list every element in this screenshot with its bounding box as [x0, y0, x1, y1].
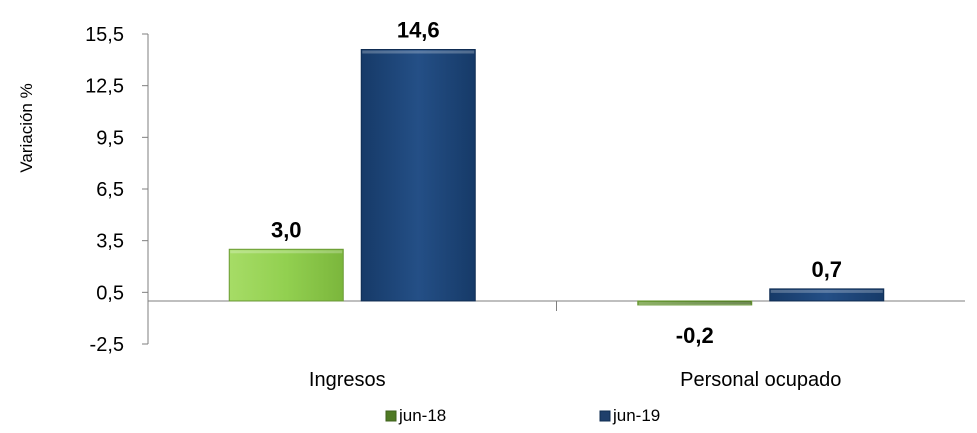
data-label: -0,2 [676, 323, 714, 348]
y-axis-title: Variación % [17, 83, 36, 172]
bar-jun-18-1 [637, 300, 753, 306]
y-tick-label: 0,5 [96, 282, 124, 304]
bar-jun-19-0 [360, 49, 476, 302]
data-label: 0,7 [811, 257, 842, 282]
y-tick-label: -2,5 [90, 334, 124, 356]
bar-highlight [770, 289, 883, 293]
legend: jun-18 jun-19 [385, 406, 660, 425]
bar-highlight [638, 301, 751, 305]
legend-swatch [599, 410, 611, 422]
bar-jun-19-1 [769, 288, 885, 302]
legend-swatch [385, 410, 397, 422]
legend-label: jun-19 [612, 406, 660, 425]
y-tick-label: 12,5 [85, 76, 124, 98]
bar-highlight [362, 50, 475, 54]
category-label: Ingresos [309, 369, 386, 391]
y-tick-label: 9,5 [96, 127, 124, 149]
data-label: 14,6 [397, 18, 440, 43]
axis-layer: -2,5 0,5 3,5 6,5 9,5 12,5 15,5 [85, 24, 965, 356]
bar-jun-18-0 [228, 248, 344, 302]
bar-layer [228, 49, 885, 306]
y-tick-label: 3,5 [96, 231, 124, 253]
bar-highlight [230, 250, 343, 254]
legend-label: jun-18 [398, 406, 446, 425]
y-tick-label: 15,5 [85, 24, 124, 46]
data-label: 3,0 [271, 217, 302, 242]
label-layer: 3,0 14,6 Ingresos -0,2 0,7 Personal ocupado [271, 18, 842, 392]
category-label: Personal ocupado [680, 369, 841, 391]
y-tick-label: 6,5 [96, 179, 124, 201]
